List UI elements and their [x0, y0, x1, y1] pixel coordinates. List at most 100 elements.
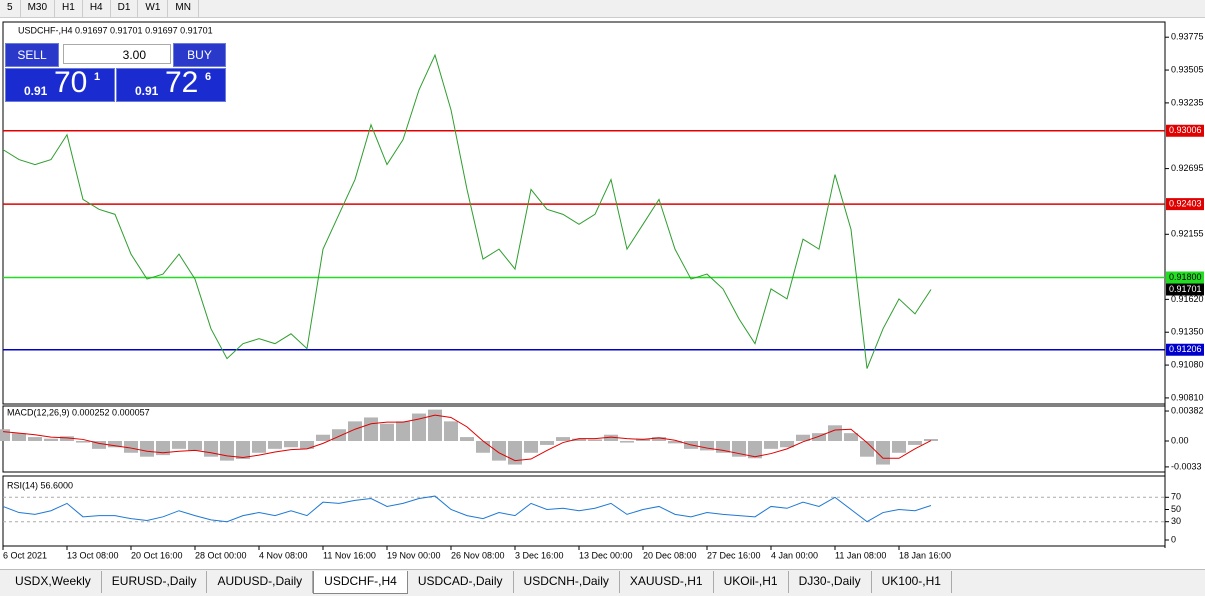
- macd-bar: [572, 438, 586, 442]
- price-small: 1: [94, 71, 101, 83]
- macd-bar: [76, 441, 90, 443]
- price-tag: [1166, 271, 1204, 284]
- y-tick-label: 0.00382: [1171, 405, 1204, 415]
- macd-bar: [108, 441, 122, 448]
- macd-bar: [0, 429, 10, 442]
- buy-price[interactable]: 0.91 72 6: [116, 66, 226, 102]
- last-price-label: 0.91701: [1169, 284, 1202, 294]
- lot-input[interactable]: 3.00: [63, 44, 171, 64]
- y-tick-label: 0.91080: [1171, 359, 1204, 369]
- chart-tab[interactable]: DJ30-,Daily: [789, 571, 872, 593]
- x-tick-label: 18 Jan 16:00: [899, 550, 951, 560]
- price-tag-label: 0.91206: [1169, 344, 1202, 354]
- one-click-trading: SELL 3.00 BUY 0.91 70 1 0.91 72 6: [5, 43, 226, 102]
- macd-bar: [812, 433, 826, 442]
- x-tick-label: 28 Oct 00:00: [195, 550, 247, 560]
- price-line: [2, 495, 932, 523]
- macd-bar: [268, 441, 282, 449]
- chart-tab[interactable]: XAUUSD-,H1: [620, 571, 714, 593]
- macd-bar: [588, 439, 602, 442]
- macd-bar: [28, 437, 42, 442]
- chart-tab[interactable]: AUDUSD-,Daily: [207, 571, 314, 593]
- panel-title: MACD(12,26,9) 0.000252 0.000057: [7, 407, 150, 417]
- price-tag-label: 0.91800: [1169, 272, 1202, 282]
- chart-tab[interactable]: UK100-,H1: [872, 571, 952, 593]
- macd-bar: [764, 441, 778, 449]
- price-tag: [1166, 198, 1204, 211]
- y-tick-label: 0: [1171, 534, 1176, 544]
- macd-bar: [252, 441, 266, 453]
- macd-bar: [492, 441, 506, 461]
- x-tick-label: 3 Dec 16:00: [515, 550, 564, 560]
- chart-tab[interactable]: USDCNH-,Daily: [514, 571, 620, 593]
- macd-bar: [156, 441, 170, 456]
- y-tick-label: 0.91620: [1171, 294, 1204, 304]
- macd-bar: [700, 441, 714, 451]
- y-tick-label: 0.90810: [1171, 392, 1204, 402]
- price-tag: [1166, 124, 1204, 137]
- macd-bar: [396, 421, 410, 442]
- price-tag-label: 0.92403: [1169, 198, 1202, 208]
- price-small: 6: [205, 71, 212, 83]
- price-line: [2, 53, 932, 369]
- y-tick-label: 0.93505: [1171, 64, 1204, 74]
- y-tick-label: 70: [1171, 492, 1181, 502]
- timeframe-button[interactable]: M30: [21, 0, 56, 17]
- y-tick-label: 50: [1171, 504, 1181, 514]
- macd-bar: [60, 436, 74, 442]
- macd-bar: [924, 439, 938, 442]
- macd-bar: [236, 441, 250, 460]
- macd-bar: [652, 437, 666, 442]
- timeframe-button[interactable]: 5: [0, 0, 21, 17]
- macd-bar: [604, 434, 618, 442]
- chart-tab[interactable]: UKOil-,H1: [714, 571, 789, 593]
- buy-button[interactable]: BUY: [173, 43, 226, 67]
- x-tick-label: 26 Nov 08:00: [451, 550, 505, 560]
- x-tick-label: 13 Oct 08:00: [67, 550, 119, 560]
- macd-bar: [892, 441, 906, 453]
- price-prefix: 0.91: [135, 84, 159, 98]
- macd-bar: [540, 441, 554, 445]
- macd-bar: [380, 423, 394, 442]
- x-tick-label: 4 Nov 08:00: [259, 550, 308, 560]
- timeframe-button[interactable]: D1: [111, 0, 139, 17]
- last-price-tag: [1166, 283, 1204, 296]
- macd-bar: [412, 413, 426, 442]
- price-tag-label: 0.93006: [1169, 125, 1202, 135]
- chart-tab[interactable]: USDX,Weekly: [5, 571, 102, 593]
- macd-bar: [860, 441, 874, 457]
- macd-bar: [780, 441, 794, 448]
- x-tick-label: 11 Jan 08:00: [835, 550, 886, 560]
- sell-button[interactable]: SELL: [5, 43, 59, 67]
- y-tick-label: 0.92695: [1171, 163, 1204, 173]
- macd-bar: [124, 441, 138, 453]
- timeframe-button[interactable]: MN: [168, 0, 199, 17]
- timeframe-button[interactable]: W1: [138, 0, 169, 17]
- panel-title: USDCHF-,H4 0.91697 0.91701 0.91697 0.917…: [18, 25, 213, 35]
- price-big: 70: [54, 66, 88, 99]
- x-tick-label: 19 Nov 00:00: [387, 550, 441, 560]
- macd-bar: [332, 429, 346, 442]
- chart-window: USDCHF-,H4 0.91697 0.91701 0.91697 0.917…: [0, 21, 1204, 560]
- chart-tab[interactable]: EURUSD-,Daily: [102, 571, 208, 593]
- macd-bar: [188, 441, 202, 451]
- chart-tab[interactable]: USDCHF-,H4: [313, 571, 408, 594]
- signal-line: [2, 414, 932, 462]
- macd-bar: [316, 434, 330, 442]
- y-tick-label: 0.91350: [1171, 327, 1204, 337]
- chart-tab[interactable]: USDCAD-,Daily: [408, 571, 514, 593]
- y-tick-label: 0.93775: [1171, 32, 1204, 42]
- timeframe-button[interactable]: H1: [55, 0, 83, 17]
- macd-bar: [556, 437, 570, 442]
- x-tick-label: 6 Oct 2021: [3, 550, 47, 560]
- macd-bar: [460, 437, 474, 442]
- y-tick-label: 0.00: [1171, 435, 1189, 445]
- macd-bar: [668, 441, 682, 444]
- macd-bar: [428, 409, 442, 442]
- macd-bar: [796, 434, 810, 442]
- sell-price[interactable]: 0.91 70 1: [5, 66, 115, 102]
- macd-bar: [140, 441, 154, 457]
- timeframe-button[interactable]: H4: [83, 0, 111, 17]
- timeframe-toolbar: 5 M30 H1 H4 D1 W1 MN: [0, 0, 1205, 18]
